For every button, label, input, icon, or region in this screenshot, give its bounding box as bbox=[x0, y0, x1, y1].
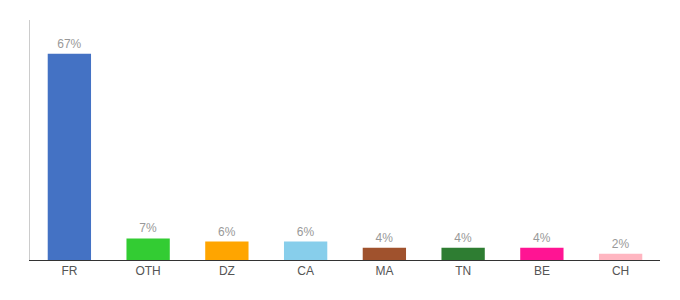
svg-text:DZ: DZ bbox=[219, 264, 235, 278]
svg-text:BE: BE bbox=[534, 264, 550, 278]
svg-text:2%: 2% bbox=[612, 237, 630, 251]
svg-text:4%: 4% bbox=[376, 231, 394, 245]
svg-text:67%: 67% bbox=[57, 37, 81, 51]
svg-text:FR: FR bbox=[61, 264, 77, 278]
svg-text:4%: 4% bbox=[533, 231, 551, 245]
svg-text:4%: 4% bbox=[454, 231, 472, 245]
svg-text:MA: MA bbox=[375, 264, 393, 278]
svg-text:7%: 7% bbox=[139, 221, 157, 235]
svg-text:6%: 6% bbox=[297, 225, 315, 239]
svg-text:TN: TN bbox=[455, 264, 471, 278]
svg-text:OTH: OTH bbox=[135, 264, 160, 278]
svg-text:6%: 6% bbox=[218, 225, 236, 239]
svg-text:CA: CA bbox=[297, 264, 314, 278]
svg-text:CH: CH bbox=[612, 264, 629, 278]
